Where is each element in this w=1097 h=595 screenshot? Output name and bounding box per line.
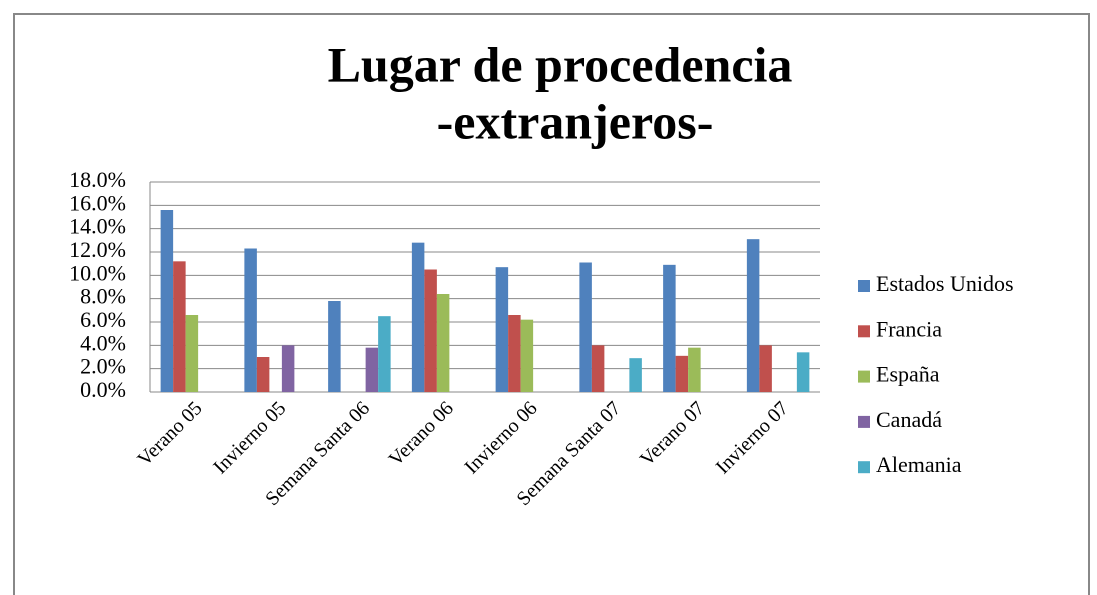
- y-tick-label: 12.0%: [69, 237, 126, 262]
- y-tick-label: 2.0%: [80, 354, 126, 379]
- bar: [675, 355, 689, 392]
- legend-swatch: [858, 280, 870, 292]
- legend-swatch: [858, 415, 870, 428]
- chart-border: [13, 13, 1090, 595]
- y-tick-label: 6.0%: [80, 307, 126, 332]
- chart-title: Lugar de procedencia: [328, 36, 793, 92]
- legend-swatch: [858, 461, 870, 474]
- bar: [281, 345, 295, 392]
- y-tick-label: 8.0%: [80, 284, 126, 309]
- bar: [365, 347, 379, 392]
- bar: [663, 264, 676, 392]
- y-tick-label: 18.0%: [69, 167, 126, 192]
- bar: [244, 248, 257, 392]
- y-tick-label: 0.0%: [80, 377, 126, 402]
- bar: [688, 347, 701, 392]
- bar: [173, 261, 186, 392]
- legend-label: Alemania: [876, 452, 962, 477]
- bar: [579, 262, 592, 392]
- bar: [411, 242, 425, 392]
- legend-label: Francia: [876, 316, 942, 341]
- bar: [508, 315, 521, 392]
- chart-subtitle: -extranjeros-: [437, 93, 714, 149]
- bar: [746, 239, 760, 392]
- legend-label: España: [876, 362, 940, 387]
- bar: [436, 294, 450, 392]
- bar: [520, 319, 534, 392]
- bar: [378, 316, 391, 392]
- y-tick-label: 16.0%: [69, 190, 126, 215]
- bar: [796, 352, 810, 392]
- legend-swatch: [858, 370, 870, 383]
- bar: [328, 301, 341, 392]
- bar: [424, 269, 437, 392]
- bar: [185, 315, 199, 392]
- bar: [629, 358, 642, 392]
- bar: [759, 345, 772, 392]
- bar: [495, 267, 509, 392]
- bar: [591, 345, 605, 392]
- legend-label: Canadá: [876, 407, 942, 432]
- legend-swatch: [858, 325, 870, 338]
- bar: [256, 357, 270, 392]
- legend-label: Estados Unidos: [876, 271, 1014, 296]
- bar: [160, 210, 174, 392]
- y-tick-label: 10.0%: [69, 260, 126, 285]
- y-tick-label: 4.0%: [80, 330, 126, 355]
- y-tick-label: 14.0%: [69, 214, 126, 239]
